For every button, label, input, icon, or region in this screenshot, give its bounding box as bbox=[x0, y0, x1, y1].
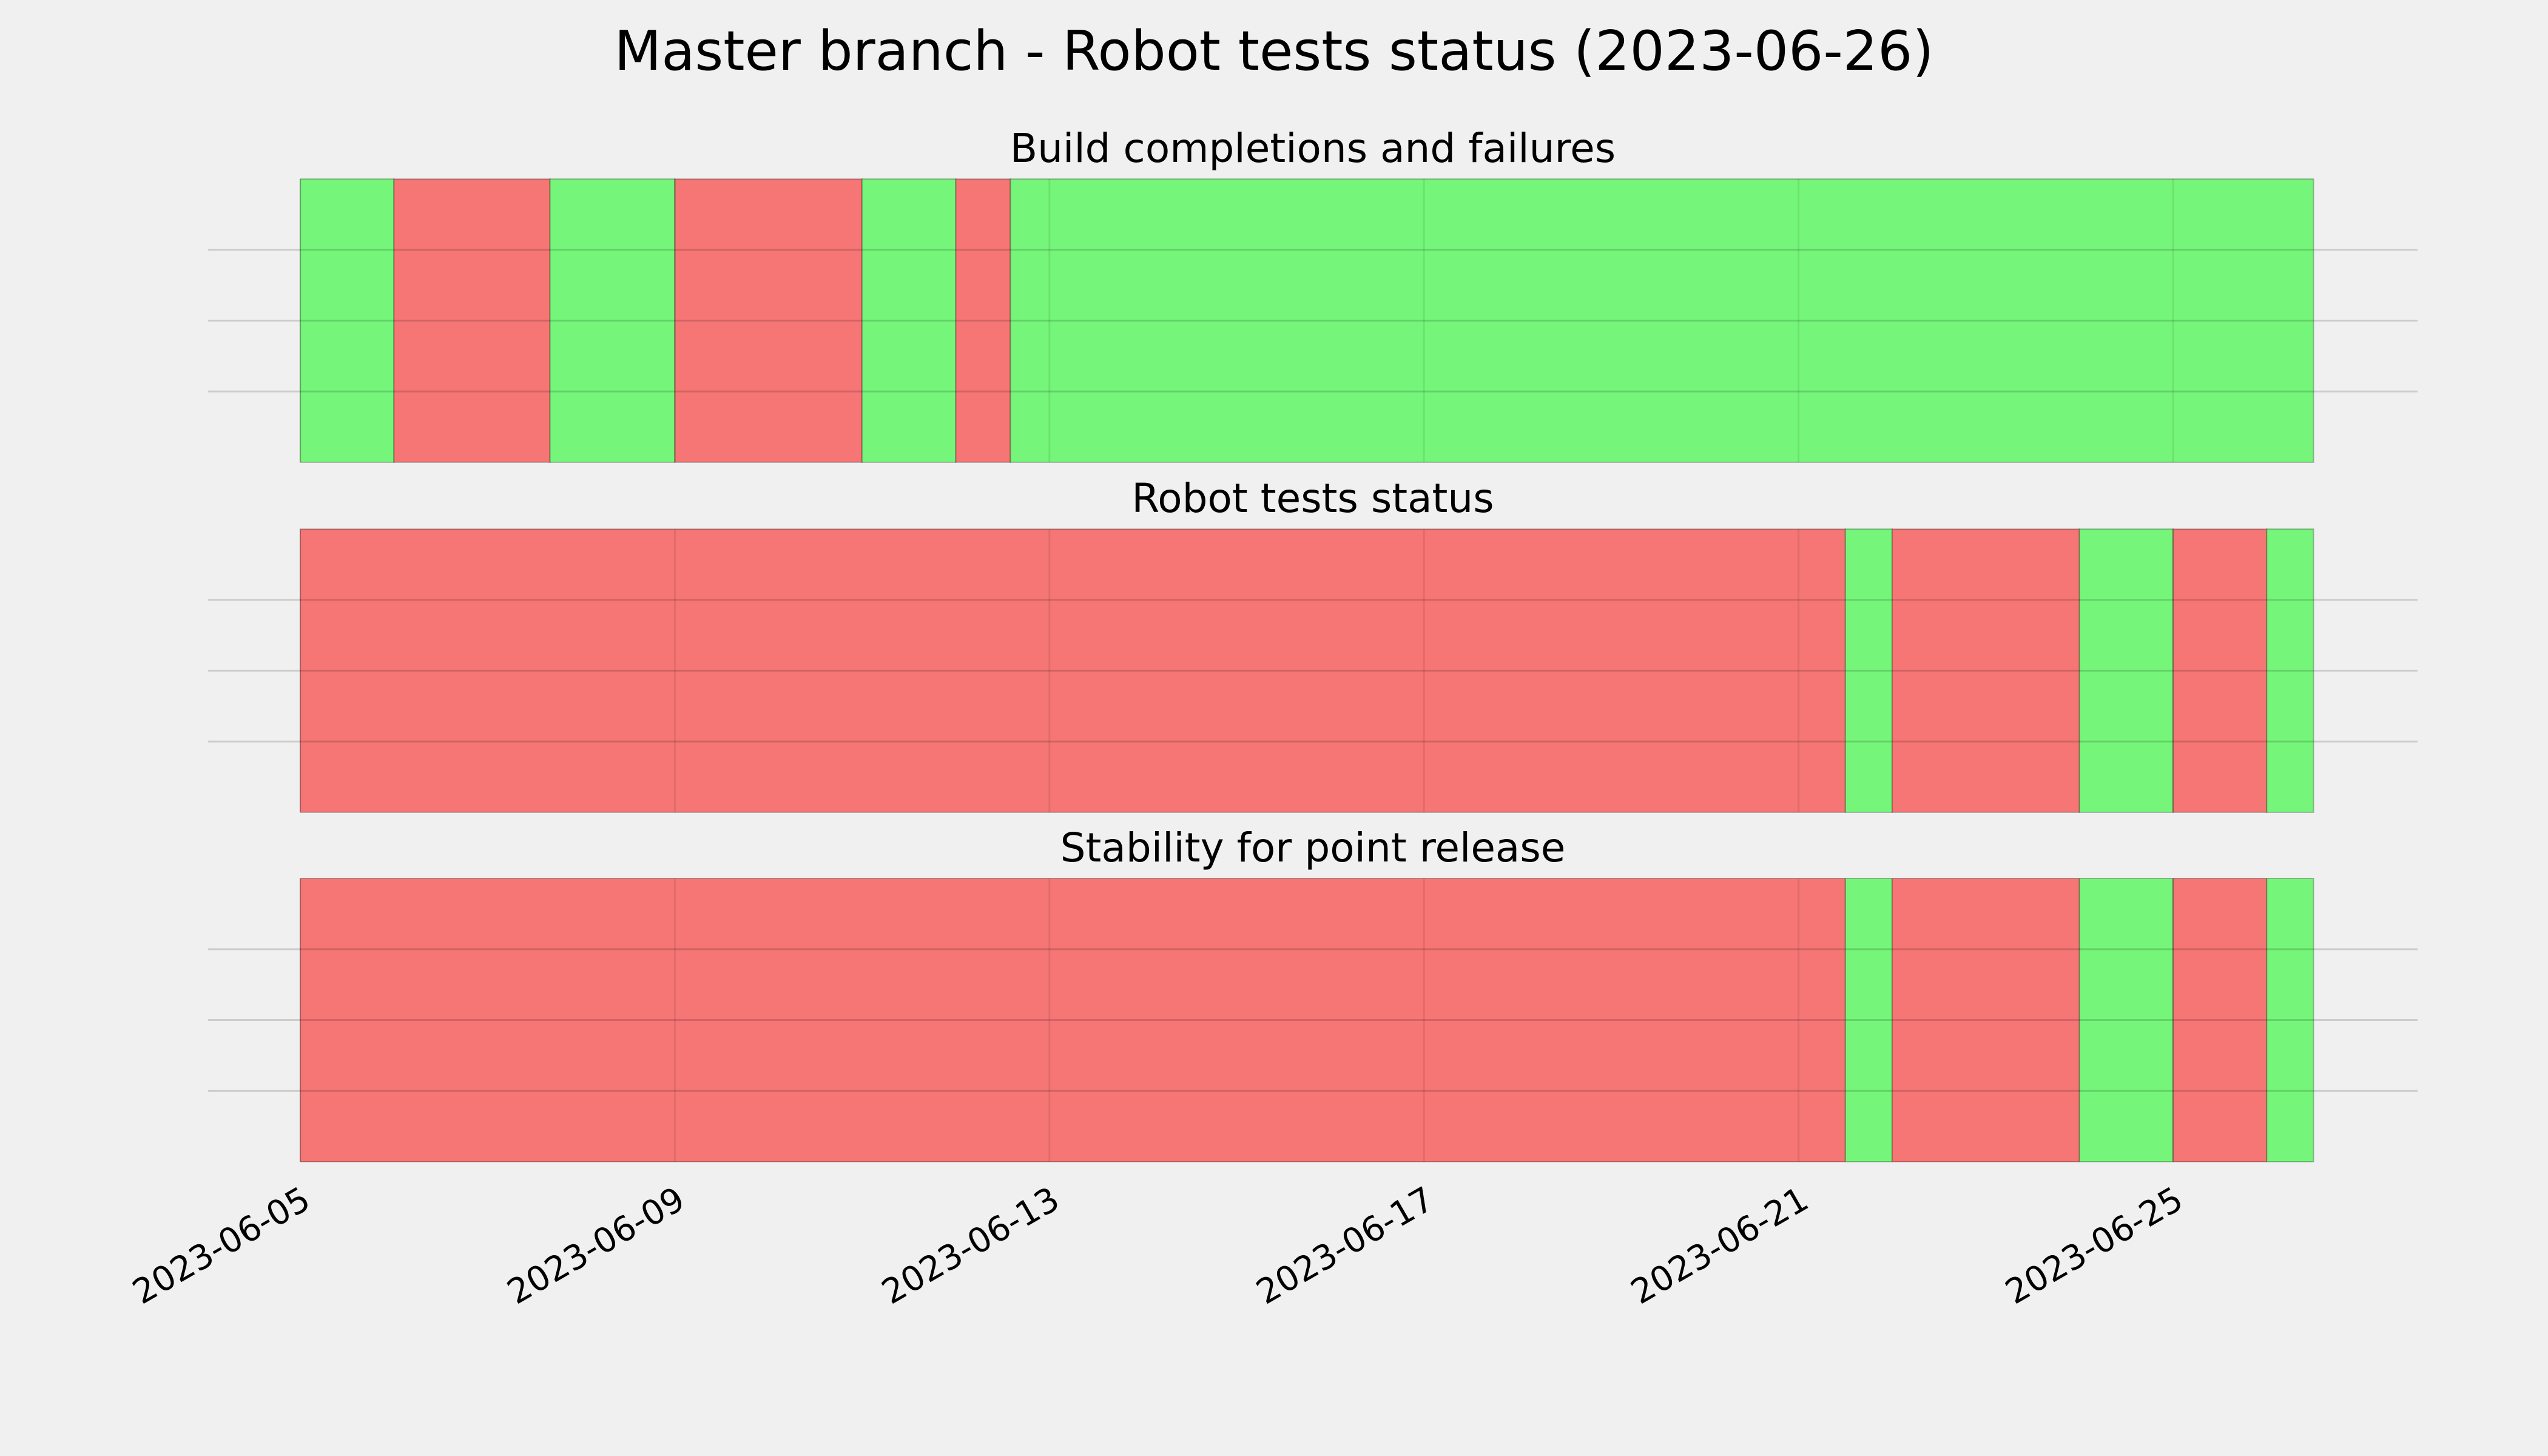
status-segment-pass bbox=[861, 178, 957, 463]
status-segment-pass bbox=[2078, 528, 2174, 813]
panel-title: Stability for point release bbox=[1060, 824, 1566, 871]
status-segment-fail bbox=[2172, 528, 2268, 813]
status-segment-fail bbox=[2172, 878, 2268, 1162]
status-segment-fail bbox=[300, 878, 1846, 1162]
panel-2: Robot tests status bbox=[208, 475, 2418, 813]
status-segment-pass bbox=[1844, 878, 1893, 1162]
chart-panels: Build completions and failures Robot test… bbox=[208, 125, 2418, 1162]
panel-title: Build completions and failures bbox=[1010, 125, 1616, 172]
status-segment-pass bbox=[2266, 528, 2314, 813]
panel-title: Robot tests status bbox=[1131, 475, 1494, 522]
status-segment-fail bbox=[955, 178, 1011, 463]
status-segment-fail bbox=[1891, 528, 2080, 813]
status-segment-pass bbox=[549, 178, 676, 463]
status-segment-pass bbox=[1009, 178, 2314, 463]
status-segment-pass bbox=[300, 178, 395, 463]
chart-title: Master branch - Robot tests status (2023… bbox=[615, 19, 1934, 83]
status-segment-pass bbox=[2266, 878, 2314, 1162]
status-segment-pass bbox=[2078, 878, 2174, 1162]
panel-3: Stability for point release bbox=[208, 824, 2418, 1162]
status-segment-fail bbox=[300, 528, 1846, 813]
status-segment-fail bbox=[1891, 878, 2080, 1162]
panel-1: Build completions and failures bbox=[208, 125, 2418, 463]
status-segment-fail bbox=[674, 178, 863, 463]
